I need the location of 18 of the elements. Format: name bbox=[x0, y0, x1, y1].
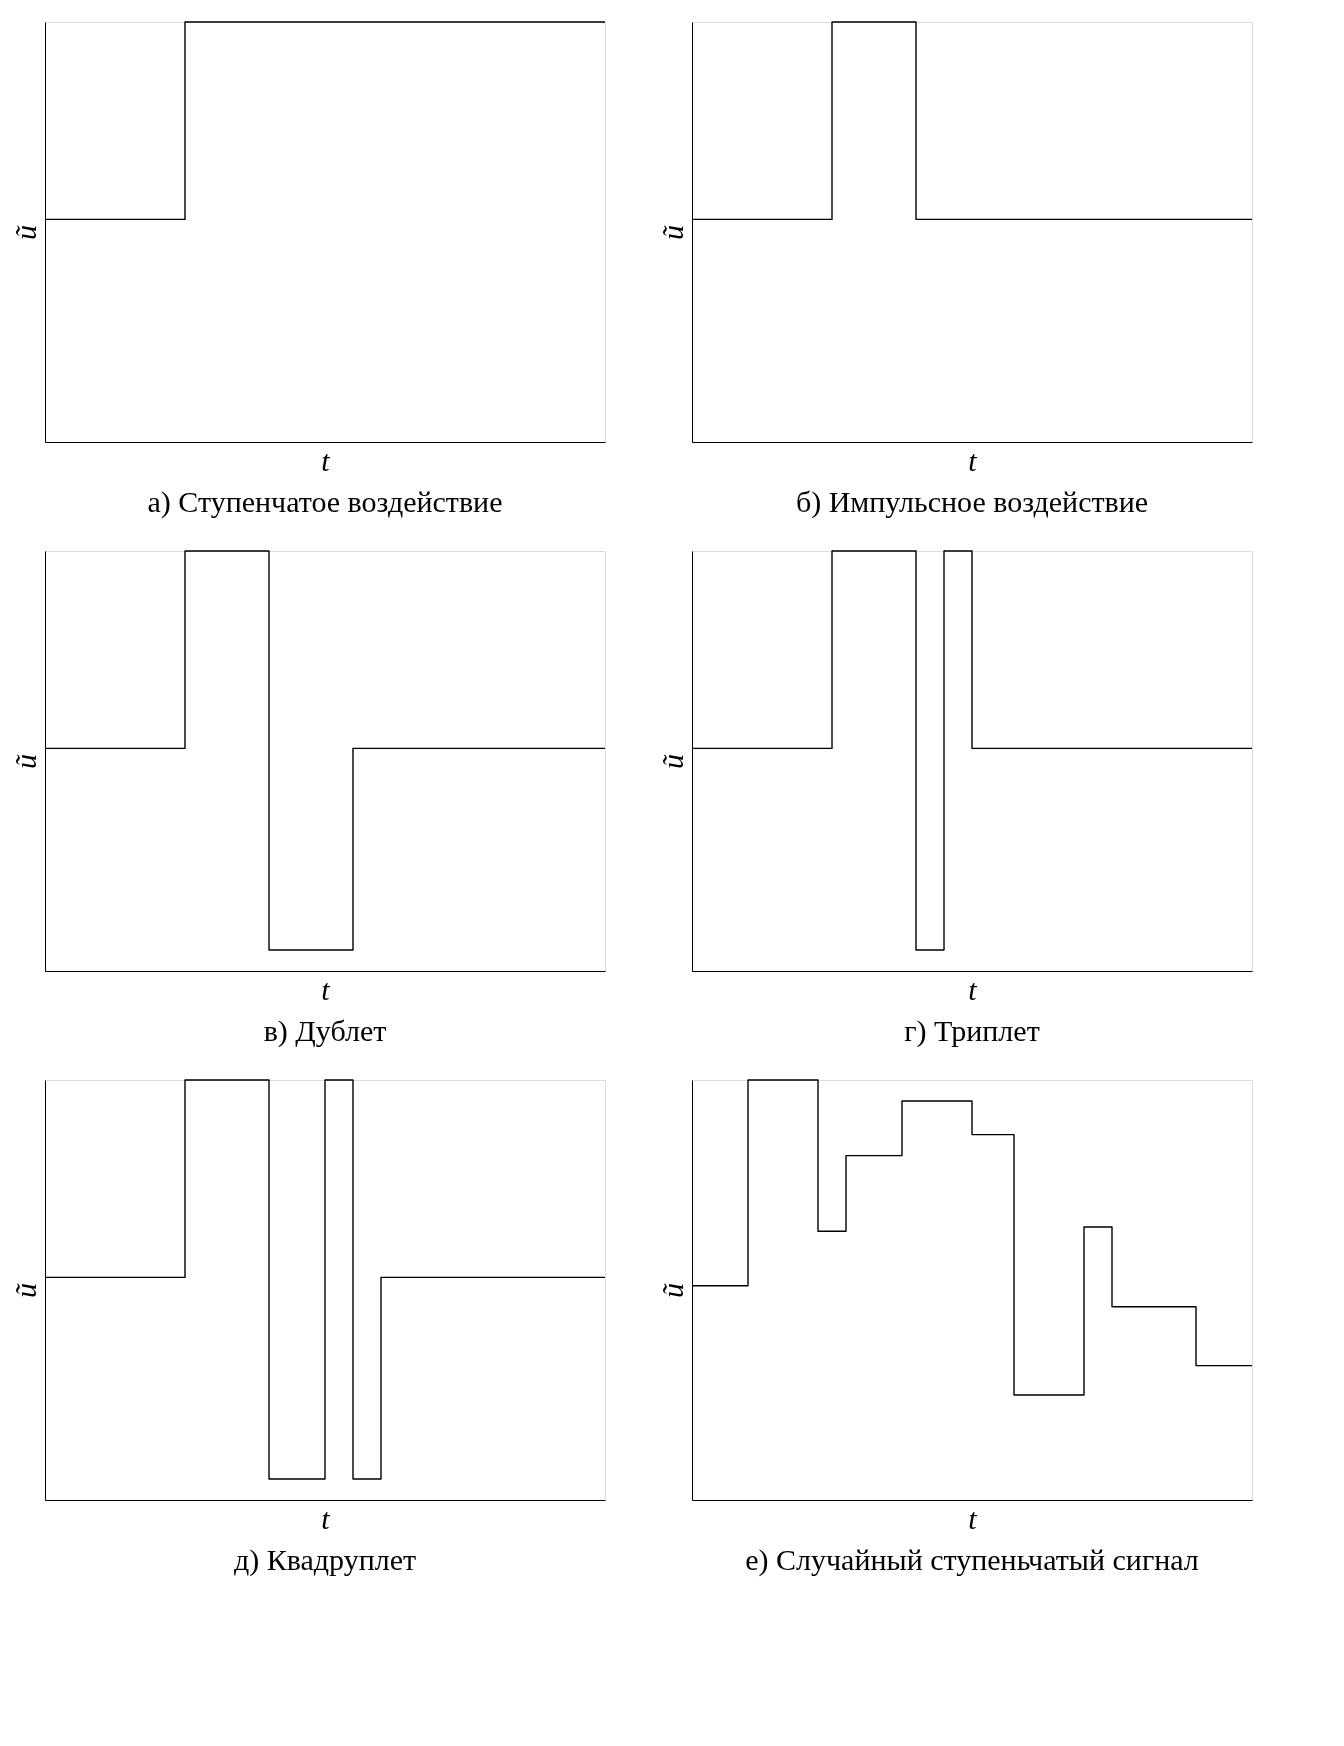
text: б) Импульсное воздействие bbox=[795, 485, 1149, 519]
x-axis-title: t bbox=[968, 1501, 978, 1535]
x-axis-title: t bbox=[968, 443, 978, 477]
text: д) Квадруплет bbox=[233, 1543, 417, 1577]
y-axis-title: ũ bbox=[8, 225, 42, 240]
x-axis-title: t bbox=[968, 972, 978, 1006]
x-axis-title: t bbox=[321, 1501, 331, 1535]
text: е) Случайный ступеньчатый сигнал bbox=[745, 1543, 1199, 1577]
y-axis-title: ũ bbox=[655, 225, 689, 240]
x-axis-title: t bbox=[321, 972, 331, 1006]
x-axis-title: t bbox=[321, 443, 331, 477]
text: а) Ступенчатое воздействие bbox=[147, 485, 503, 519]
y-axis-title: ũ bbox=[8, 754, 42, 769]
y-axis-title: ũ bbox=[655, 754, 689, 769]
y-axis-title: ũ bbox=[8, 1283, 42, 1298]
y-axis-title: ũ bbox=[655, 1283, 689, 1298]
text: г) Триплет bbox=[904, 1014, 1040, 1048]
text: в) Дублет bbox=[263, 1014, 387, 1048]
